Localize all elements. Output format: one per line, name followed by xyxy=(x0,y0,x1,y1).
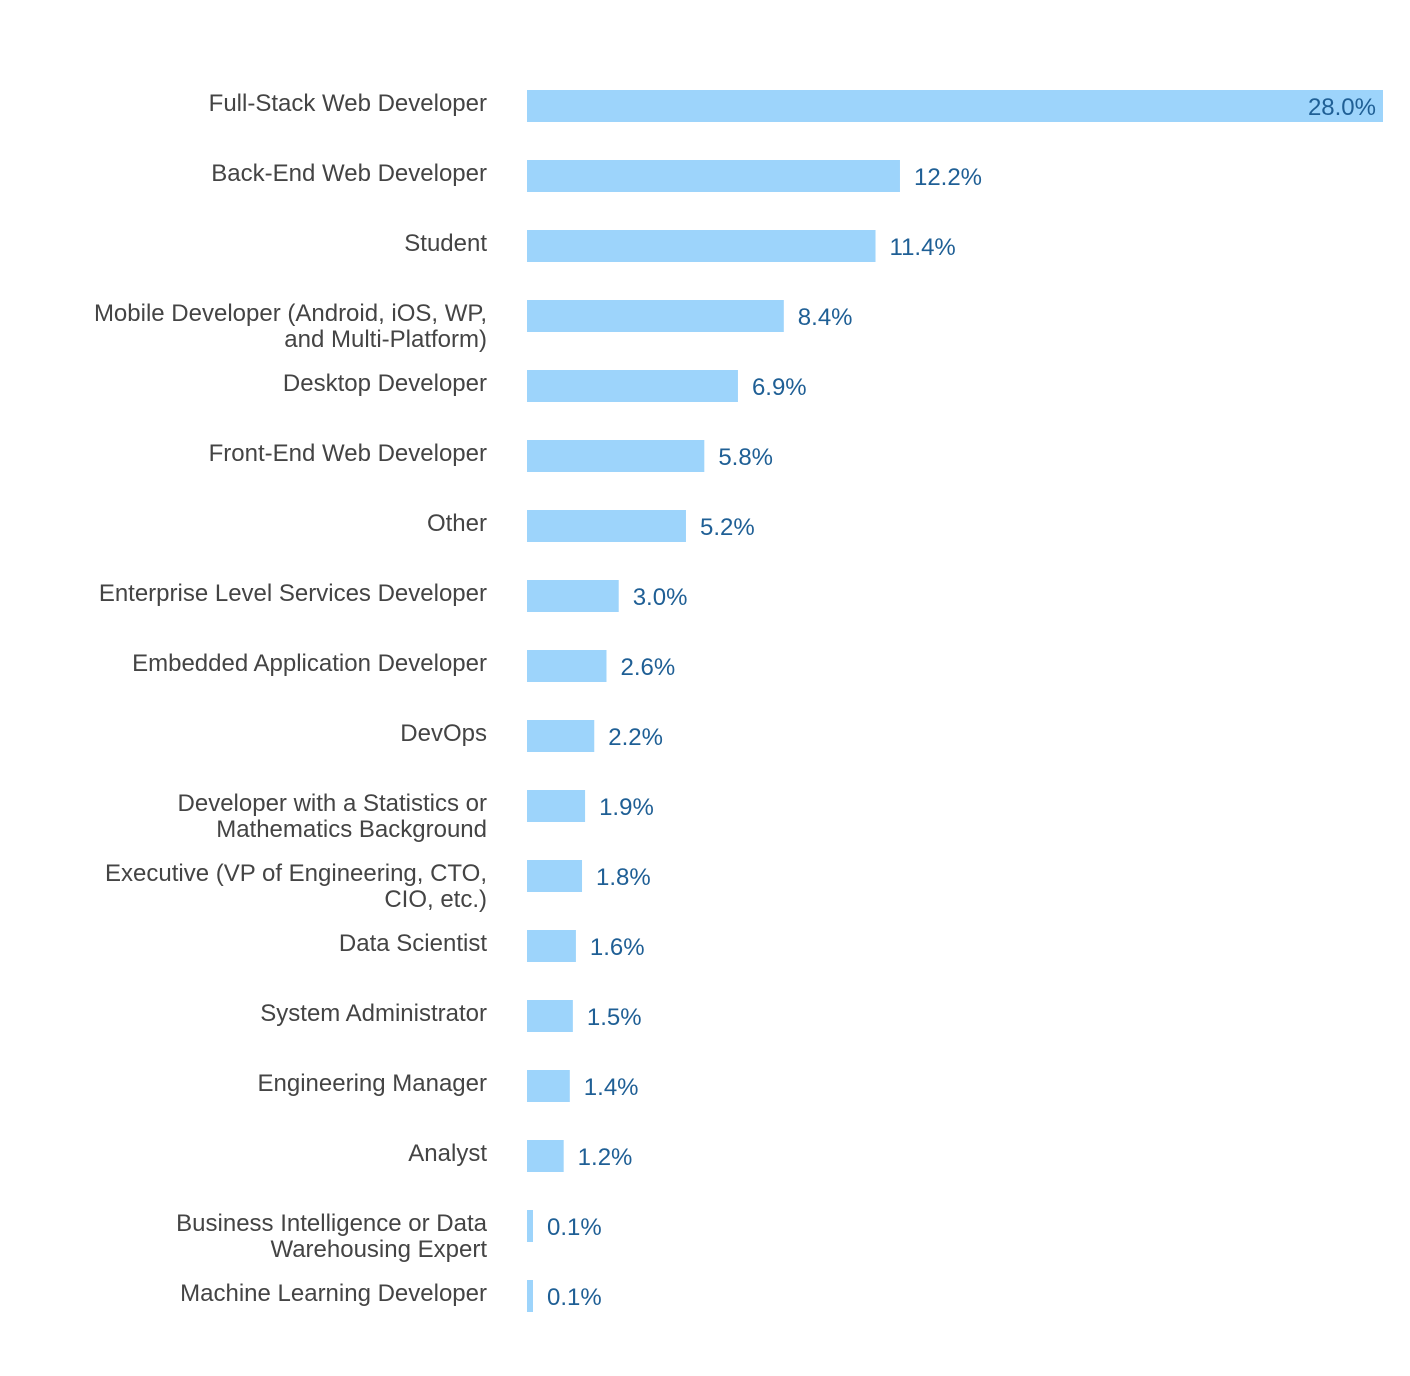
bar xyxy=(527,1210,533,1242)
value-label: 5.8% xyxy=(718,444,773,471)
bar xyxy=(527,1140,564,1172)
category-label: Embedded Application Developer xyxy=(132,650,487,677)
category-label: Desktop Developer xyxy=(283,370,487,397)
category-label: Data Scientist xyxy=(339,930,487,957)
category-label: Full-Stack Web Developer xyxy=(209,90,487,117)
bar xyxy=(527,580,619,612)
bar xyxy=(527,300,784,332)
bar xyxy=(527,160,900,192)
value-label: 5.2% xyxy=(700,514,755,541)
category-label: Executive (VP of Engineering, CTO, CIO, e… xyxy=(105,860,487,913)
value-label: 1.5% xyxy=(587,1004,642,1031)
value-label: 1.8% xyxy=(596,864,651,891)
bar xyxy=(527,650,607,682)
bar xyxy=(527,230,876,262)
bar xyxy=(527,1070,570,1102)
category-label: Enterprise Level Services Developer xyxy=(99,580,487,607)
category-label: Mobile Developer (Android, iOS, WP, and M… xyxy=(94,300,487,353)
bar xyxy=(527,720,595,752)
bar xyxy=(527,510,686,542)
bar xyxy=(527,370,738,402)
category-label: Student xyxy=(404,230,487,257)
value-label: 2.6% xyxy=(620,654,675,681)
category-label: System Administrator xyxy=(260,1000,487,1027)
value-label: 1.4% xyxy=(584,1074,639,1101)
category-label: Analyst xyxy=(408,1140,487,1167)
value-label: 2.2% xyxy=(608,724,663,751)
value-label: 1.9% xyxy=(599,794,654,821)
category-label: Business Intelligence or Data Warehousing… xyxy=(176,1210,487,1263)
bar xyxy=(527,90,1383,122)
category-label: DevOps xyxy=(400,720,487,747)
value-label: 28.0% xyxy=(1308,94,1376,121)
category-label: Machine Learning Developer xyxy=(180,1280,487,1307)
category-label: Other xyxy=(427,510,487,537)
bar xyxy=(527,860,583,892)
value-label: 8.4% xyxy=(798,304,853,331)
category-label: Developer with a Statistics or Mathematic… xyxy=(178,790,487,843)
value-label: 6.9% xyxy=(752,374,807,401)
bar xyxy=(527,930,576,962)
category-label: Engineering Manager xyxy=(258,1070,488,1097)
value-label: 1.6% xyxy=(590,934,645,961)
bar xyxy=(527,1000,573,1032)
value-label: 0.1% xyxy=(547,1284,602,1311)
bar xyxy=(527,440,705,472)
category-label: Front-End Web Developer xyxy=(209,440,487,467)
bar xyxy=(527,790,586,822)
value-label: 1.2% xyxy=(578,1144,633,1171)
value-label: 3.0% xyxy=(633,584,688,611)
bar xyxy=(527,1280,533,1312)
category-label: Back-End Web Developer xyxy=(211,160,487,187)
value-label: 0.1% xyxy=(547,1214,602,1241)
value-label: 11.4% xyxy=(890,234,956,261)
value-label: 12.2% xyxy=(914,164,982,191)
